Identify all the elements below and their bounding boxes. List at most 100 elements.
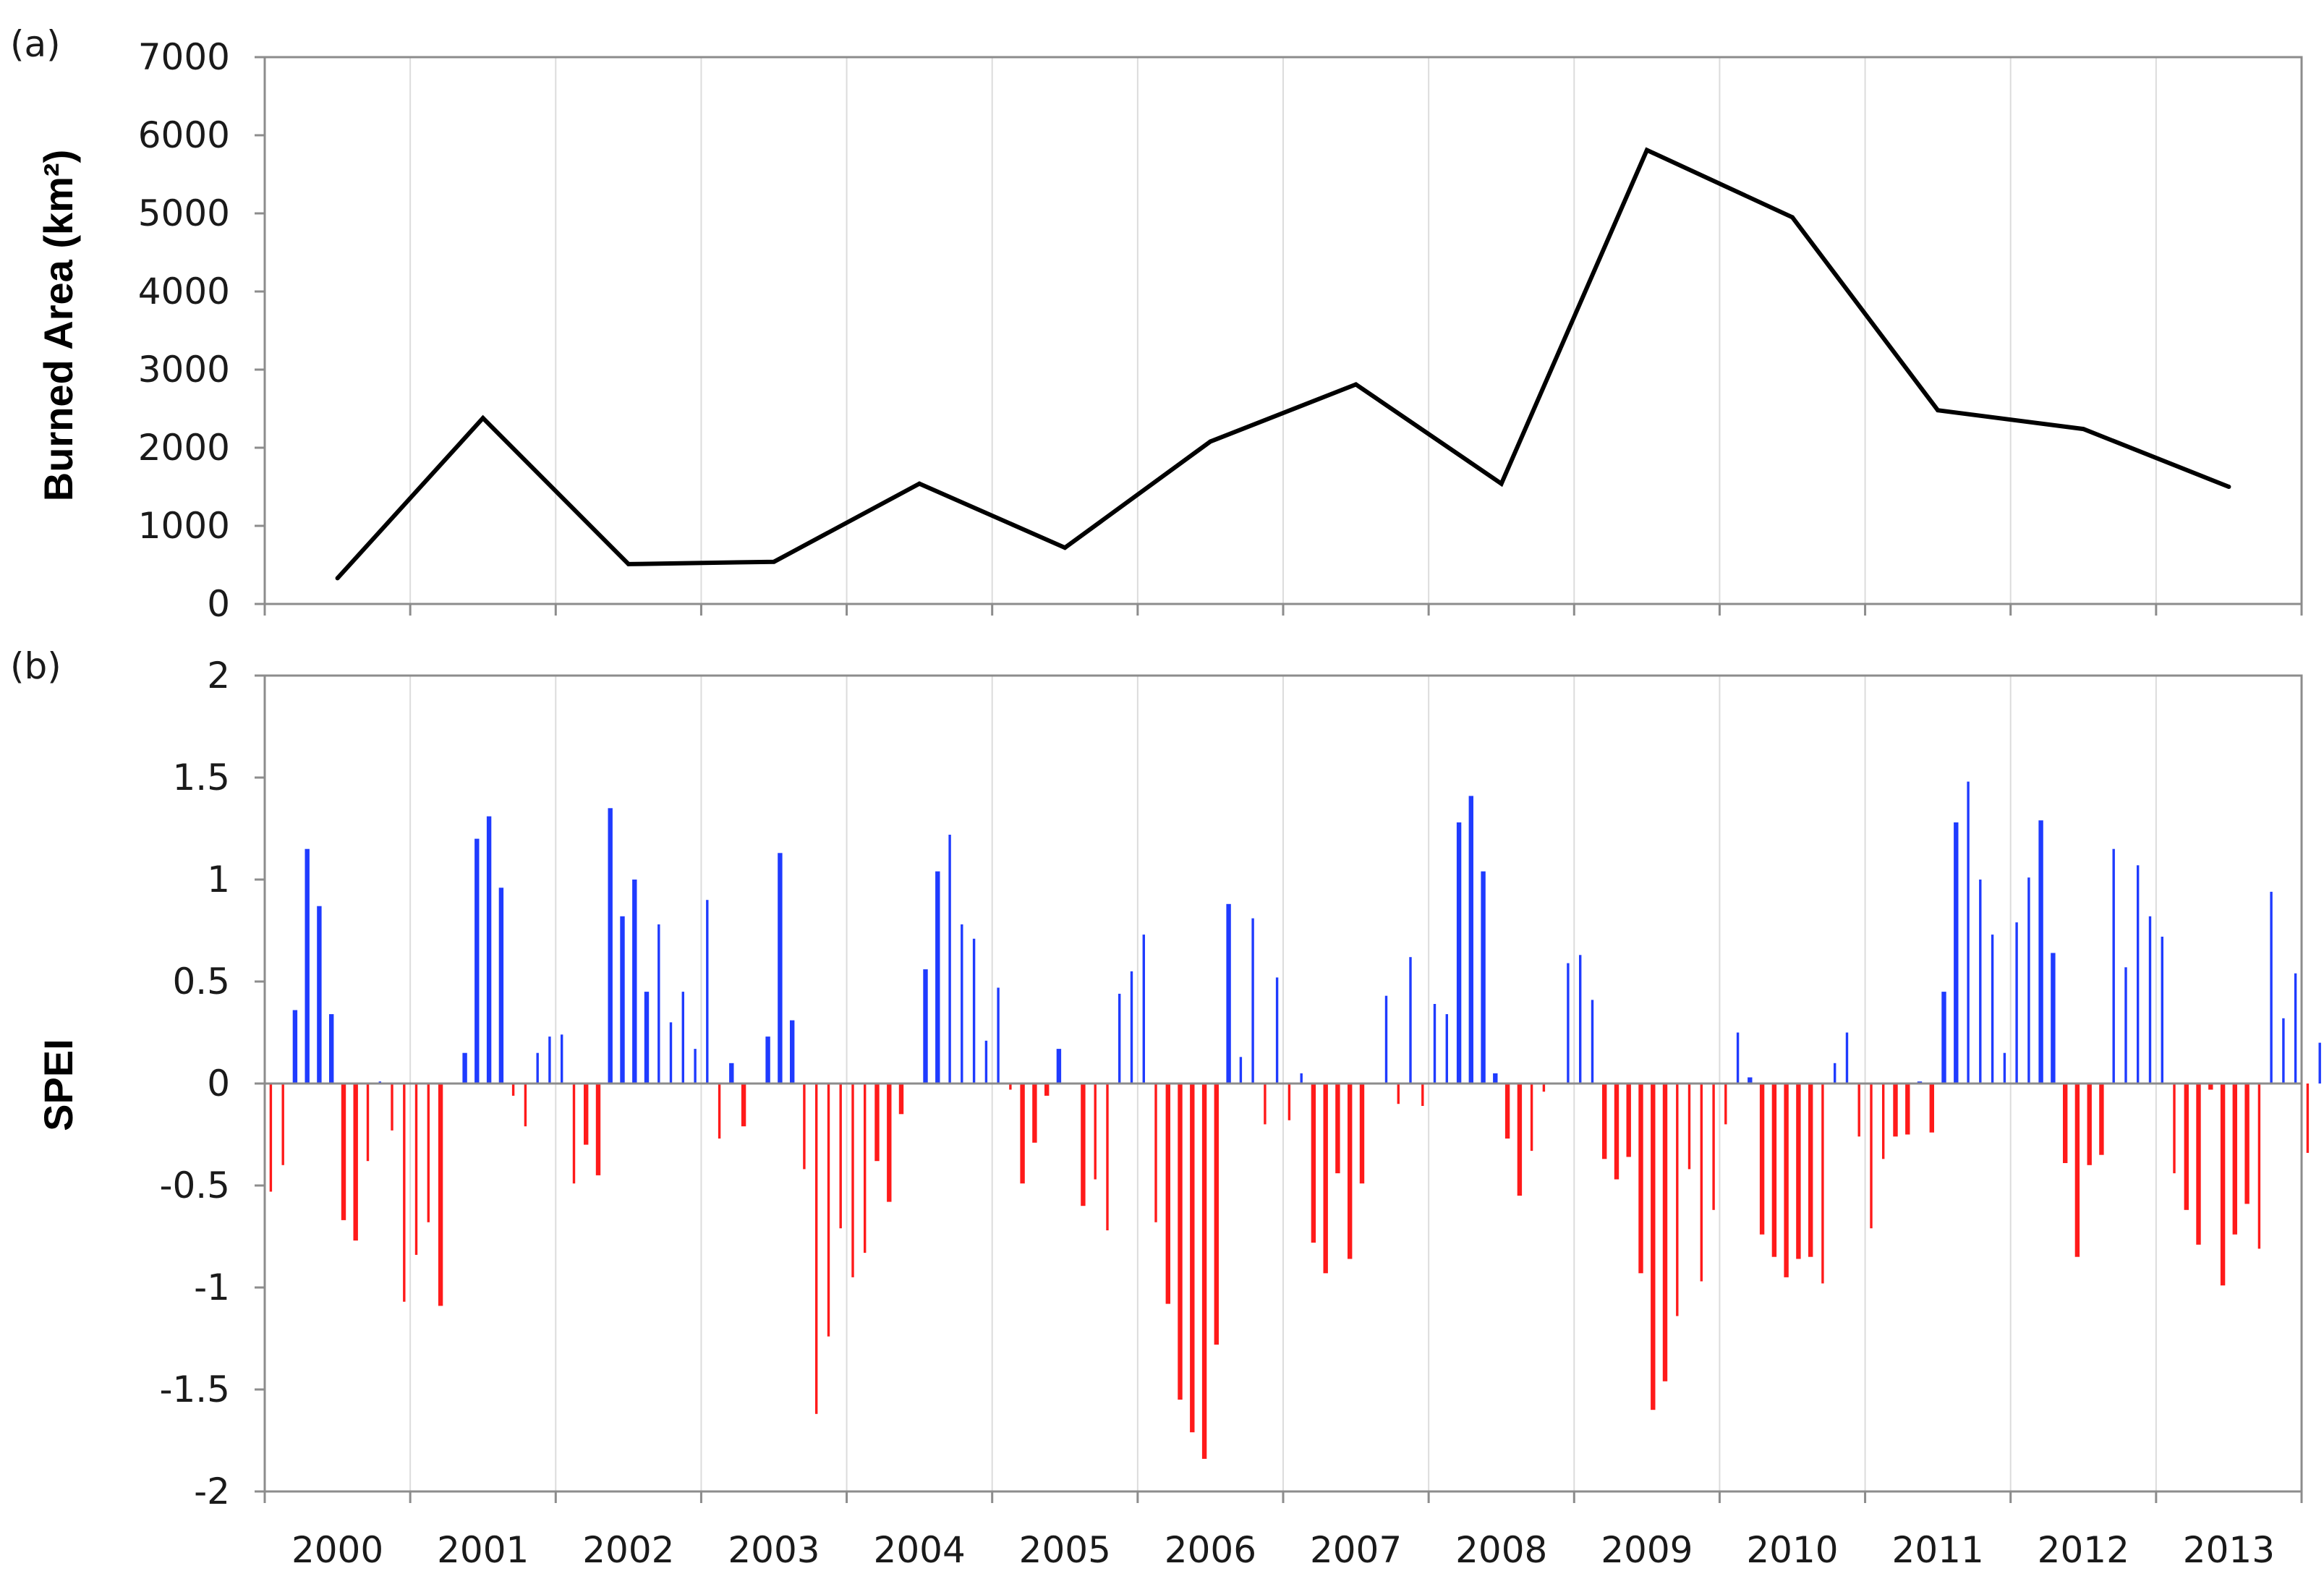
spei-bar xyxy=(1614,1084,1619,1180)
spei-bar xyxy=(2051,953,2056,1084)
spei-bar xyxy=(2196,1084,2201,1245)
spei-bar xyxy=(403,1084,406,1302)
spei-bar xyxy=(1106,1084,1109,1230)
spei-bar xyxy=(1967,781,1970,1084)
spei-bar xyxy=(2318,1042,2321,1084)
panel-b-label: (b) xyxy=(10,645,61,687)
burned-area-point xyxy=(1936,408,1941,413)
panel-b-x-tick-label: 2004 xyxy=(874,1529,966,1571)
panel-a-y-tick-label: 7000 xyxy=(138,36,230,78)
spei-bar xyxy=(1275,977,1279,1084)
spei-bar xyxy=(1201,1084,1207,1459)
spei-bar xyxy=(1676,1084,1679,1316)
spei-bar xyxy=(1154,1084,1157,1222)
spei-bar xyxy=(1905,1084,1910,1135)
burned-area-point xyxy=(1063,545,1068,550)
panel-b-x-tick-label: 2012 xyxy=(2038,1529,2129,1571)
spei-bar xyxy=(329,1014,334,1084)
spei-bar xyxy=(765,1036,770,1084)
burned-area-point xyxy=(480,415,485,420)
spei-bar xyxy=(1517,1084,1523,1196)
burned-area-point xyxy=(1790,215,1795,220)
spei-bar xyxy=(632,880,637,1084)
panel-b-x-tick-label: 2002 xyxy=(582,1529,674,1571)
burned-area-point xyxy=(2226,485,2231,489)
spei-bar xyxy=(1456,822,1462,1084)
spei-bar xyxy=(935,871,940,1084)
panel-b-x-tick-label: 2013 xyxy=(2183,1529,2275,1571)
panel-a-burned-area: (a) Burned Area (km²) 0 1000 2000 3000 4000 5… xyxy=(10,23,2303,625)
panel-b-x-tick-label: 2007 xyxy=(1310,1529,1402,1571)
spei-bar xyxy=(548,1036,551,1084)
spei-bar xyxy=(1579,955,1582,1084)
spei-bar xyxy=(1032,1084,1037,1143)
spei-bar xyxy=(1009,1084,1012,1090)
panel-b-x-tick-label: 2009 xyxy=(1601,1529,1693,1571)
spei-bar xyxy=(2124,967,2127,1084)
spei-bar xyxy=(414,1084,418,1255)
panel-a-y-axis-title: Burned Area (km²) xyxy=(35,150,81,501)
spei-bar xyxy=(1311,1084,1316,1243)
spei-bar xyxy=(1165,1084,1170,1304)
spei-bar xyxy=(669,1022,673,1084)
panel-b-y-tick-label: 1 xyxy=(207,859,230,901)
burned-area-point xyxy=(1644,148,1649,153)
panel-b-y-axis-title: SPEI xyxy=(35,1039,81,1131)
spei-bar xyxy=(1954,822,1959,1084)
spei-bar xyxy=(694,1049,697,1084)
spei-bar xyxy=(1991,935,1994,1084)
spei-bar xyxy=(281,1084,284,1165)
panel-b-x-tick-label: 2011 xyxy=(1892,1529,1984,1571)
burned-area-point xyxy=(1499,481,1504,486)
spei-bar xyxy=(2270,891,2273,1084)
spei-bar xyxy=(1130,971,1133,1084)
panel-a-y-tick-label: 5000 xyxy=(138,192,230,234)
spei-bar xyxy=(644,992,650,1084)
spei-bar xyxy=(2208,1084,2213,1090)
spei-bar xyxy=(874,1084,880,1162)
spei-bar xyxy=(1736,1032,1740,1084)
spei-bar xyxy=(778,853,783,1084)
spei-bar xyxy=(2074,1084,2080,1257)
spei-bar xyxy=(269,1084,273,1192)
panel-b-y-tick-label: -2 xyxy=(194,1470,230,1512)
panel-a-plot-frame xyxy=(263,56,2303,605)
spei-bar xyxy=(1359,1084,1365,1184)
spei-bar xyxy=(1784,1084,1789,1277)
spei-bar xyxy=(1687,1084,1691,1170)
burned-area-point xyxy=(772,559,776,564)
spei-bar xyxy=(1602,1084,1607,1159)
spei-bar xyxy=(898,1084,904,1115)
spei-bar xyxy=(1348,1084,1353,1259)
spei-bar xyxy=(1433,1004,1436,1084)
spei-bar xyxy=(1251,918,1254,1084)
spei-bar xyxy=(839,1084,842,1229)
spei-bar xyxy=(1941,992,1946,1084)
spei-bar xyxy=(1808,1084,1813,1257)
spei-bar xyxy=(1142,935,1145,1084)
spei-bar xyxy=(366,1084,370,1162)
spei-bar xyxy=(1712,1084,1715,1210)
spei-bar xyxy=(1323,1084,1328,1274)
panel-b-y-tick-label: 0 xyxy=(207,1063,230,1104)
spei-bar xyxy=(292,1010,298,1084)
spei-bar xyxy=(1870,1084,1873,1229)
spei-bar xyxy=(803,1084,806,1170)
spei-bar xyxy=(1567,963,1570,1084)
spei-bar xyxy=(1287,1084,1291,1120)
panel-b-y-tick-label: 1.5 xyxy=(172,757,230,799)
spei-bar xyxy=(1504,1084,1510,1139)
spei-bar xyxy=(2027,877,2030,1084)
spei-bar xyxy=(1821,1084,1824,1284)
spei-bar xyxy=(1662,1084,1668,1382)
spei-bar xyxy=(1094,1084,1097,1180)
spei-bar xyxy=(1979,880,1982,1084)
panel-b-plot-frame xyxy=(263,674,2303,1493)
spei-bar xyxy=(997,987,1000,1084)
spei-bar xyxy=(608,808,613,1084)
spei-bar xyxy=(1845,1032,1849,1084)
spei-bar xyxy=(620,916,625,1084)
spei-bar xyxy=(741,1084,746,1127)
spei-bar xyxy=(1044,1084,1050,1096)
